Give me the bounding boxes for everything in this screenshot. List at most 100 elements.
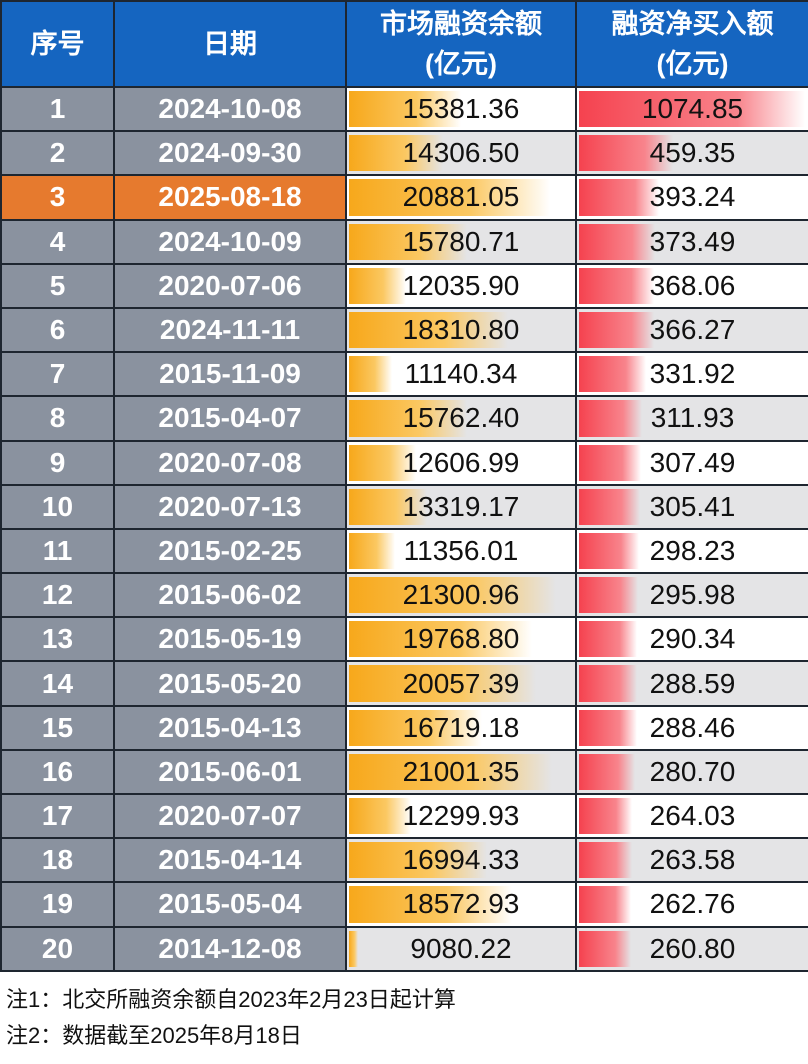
netbuy-data-bar bbox=[579, 753, 636, 790]
date-value: 2015-04-07 bbox=[158, 402, 302, 434]
balance-data-bar bbox=[349, 886, 513, 923]
cell-date: 2015-02-25 bbox=[113, 527, 347, 575]
table-row: 2 2024-09-30 14306.50 459.35 bbox=[0, 130, 808, 177]
cell-balance: 12035.90 bbox=[345, 262, 577, 309]
date-value: 2020-07-07 bbox=[158, 800, 302, 832]
index-value: 18 bbox=[41, 844, 74, 876]
cell-date: 2015-04-13 bbox=[113, 704, 347, 751]
balance-value: 19768.80 bbox=[402, 623, 520, 655]
index-value: 7 bbox=[49, 358, 66, 390]
header-netbuy-line1: 融资净买入额 bbox=[611, 9, 774, 39]
cell-balance: 21001.35 bbox=[345, 748, 577, 796]
date-value: 2015-05-04 bbox=[158, 888, 302, 920]
cell-netbuy: 393.24 bbox=[575, 174, 808, 221]
netbuy-value: 373.49 bbox=[649, 225, 736, 257]
netbuy-value: 311.93 bbox=[650, 402, 735, 434]
cell-index: 3 bbox=[0, 174, 115, 221]
index-value: 4 bbox=[49, 225, 66, 257]
header-date: 日期 bbox=[113, 0, 347, 88]
header-balance: 市场融资余额 (亿元) bbox=[345, 0, 577, 88]
netbuy-value: 263.58 bbox=[649, 844, 736, 876]
balance-value: 21300.96 bbox=[402, 579, 520, 611]
date-value: 2015-06-02 bbox=[158, 579, 302, 611]
table-row: 1 2024-10-08 15381.36 1074.85 bbox=[0, 85, 808, 133]
table-row: 13 2015-05-19 19768.80 290.34 bbox=[0, 616, 808, 663]
cell-balance: 21300.96 bbox=[345, 572, 577, 619]
cell-date: 2015-05-20 bbox=[113, 660, 347, 707]
date-value: 2015-06-01 bbox=[158, 755, 302, 787]
cell-balance: 16994.33 bbox=[345, 837, 577, 884]
table-row: 3 2025-08-18 20881.05 393.24 bbox=[0, 174, 808, 221]
netbuy-value: 288.46 bbox=[649, 711, 736, 743]
index-value: 11 bbox=[42, 534, 73, 566]
cell-netbuy: 264.03 bbox=[575, 792, 808, 840]
cell-index: 11 bbox=[0, 527, 115, 575]
index-value: 19 bbox=[41, 888, 74, 920]
balance-data-bar bbox=[349, 798, 411, 835]
balance-value: 15780.71 bbox=[402, 225, 520, 257]
balance-data-bar bbox=[349, 577, 557, 614]
index-value: 13 bbox=[41, 623, 74, 655]
date-value: 2024-11-11 bbox=[159, 314, 301, 346]
date-value: 2015-05-19 bbox=[158, 623, 302, 655]
netbuy-data-bar bbox=[579, 665, 637, 702]
cell-index: 15 bbox=[0, 704, 115, 751]
index-value: 3 bbox=[49, 181, 66, 213]
balance-value: 20057.39 bbox=[402, 667, 520, 699]
netbuy-value: 305.41 bbox=[649, 490, 736, 522]
netbuy-data-bar bbox=[579, 886, 632, 923]
balance-data-bar bbox=[349, 311, 508, 349]
netbuy-data-bar bbox=[579, 798, 632, 835]
cell-index: 16 bbox=[0, 748, 115, 796]
cell-netbuy: 366.27 bbox=[575, 306, 808, 354]
index-value: 9 bbox=[49, 446, 66, 478]
netbuy-data-bar bbox=[579, 842, 632, 879]
balance-value: 14306.50 bbox=[402, 137, 520, 169]
cell-date: 2015-04-14 bbox=[113, 837, 347, 884]
cell-date: 2015-11-09 bbox=[113, 351, 347, 398]
netbuy-value: 459.35 bbox=[649, 137, 736, 169]
cell-index: 5 bbox=[0, 262, 115, 309]
header-index: 序号 bbox=[0, 0, 115, 88]
cell-date: 2024-11-11 bbox=[113, 306, 347, 354]
cell-netbuy: 305.41 bbox=[575, 483, 808, 530]
balance-value: 20881.05 bbox=[402, 181, 520, 213]
balance-data-bar bbox=[349, 179, 550, 216]
table-row: 16 2015-06-01 21001.35 280.70 bbox=[0, 748, 808, 796]
balance-value: 9080.22 bbox=[410, 932, 512, 964]
date-value: 2015-05-20 bbox=[158, 667, 302, 699]
table-row: 8 2015-04-07 15762.40 311.93 bbox=[0, 395, 808, 442]
header-balance-unit: (亿元) bbox=[425, 49, 497, 79]
cell-index: 13 bbox=[0, 616, 115, 663]
cell-netbuy: 260.80 bbox=[575, 925, 808, 972]
netbuy-data-bar bbox=[579, 400, 642, 437]
date-value: 2020-07-13 bbox=[158, 490, 302, 522]
balance-data-bar bbox=[349, 267, 407, 304]
index-value: 12 bbox=[41, 579, 74, 611]
date-value: 2015-11-09 bbox=[159, 358, 301, 390]
balance-value: 21001.35 bbox=[402, 755, 520, 787]
cell-balance: 18572.93 bbox=[345, 881, 577, 928]
netbuy-data-bar bbox=[579, 444, 641, 481]
table-row: 20 2014-12-08 9080.22 260.80 bbox=[0, 925, 808, 972]
netbuy-value: 295.98 bbox=[649, 579, 736, 611]
note-2: 注2：数据截至2025年8月18日 bbox=[6, 1022, 302, 1048]
netbuy-data-bar bbox=[579, 223, 656, 260]
balance-data-bar bbox=[349, 709, 483, 746]
netbuy-value: 298.23 bbox=[649, 534, 736, 566]
cell-date: 2024-09-30 bbox=[113, 130, 347, 177]
cell-date: 2014-12-08 bbox=[113, 925, 347, 972]
netbuy-data-bar bbox=[579, 577, 639, 614]
netbuy-value: 290.34 bbox=[649, 623, 736, 655]
cell-netbuy: 1074.85 bbox=[575, 85, 808, 133]
index-value: 17 bbox=[41, 800, 74, 832]
cell-netbuy: 280.70 bbox=[575, 748, 808, 796]
cell-balance: 20881.05 bbox=[345, 174, 577, 221]
cell-date: 2020-07-13 bbox=[113, 483, 347, 530]
balance-value: 18310.80 bbox=[402, 314, 520, 346]
date-value: 2020-07-06 bbox=[158, 269, 302, 301]
margin-financing-table: 序号 日期 市场融资余额 (亿元) 融资净买入额 (亿元) 1 2024-10-08… bbox=[0, 0, 808, 972]
balance-data-bar bbox=[349, 753, 552, 790]
table-row: 19 2015-05-04 18572.93 262.76 bbox=[0, 881, 808, 928]
cell-balance: 12299.93 bbox=[345, 792, 577, 840]
